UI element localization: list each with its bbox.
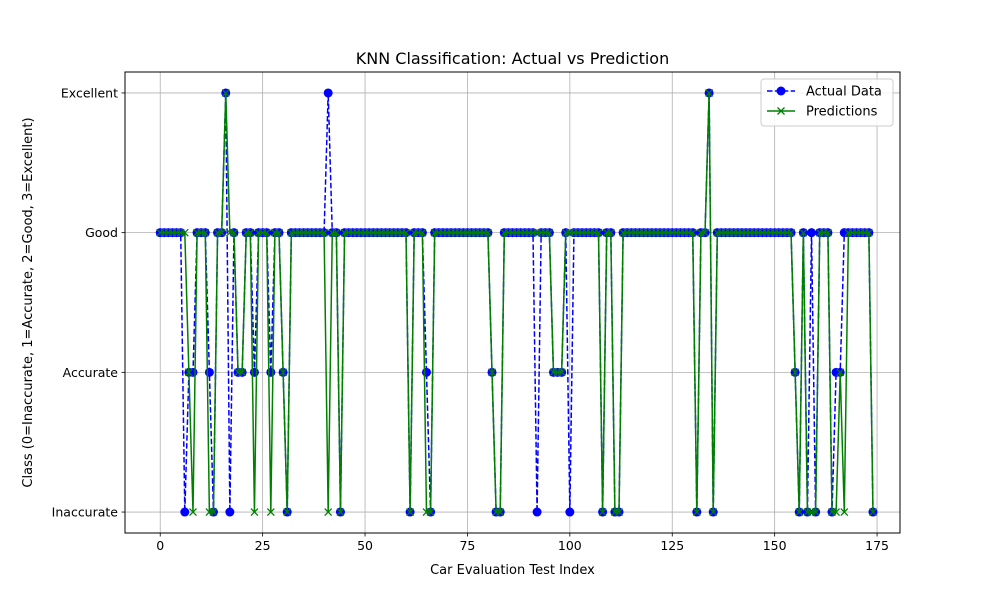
actual-data-point — [180, 507, 190, 517]
y-tick-label: Excellent — [61, 85, 118, 100]
prediction-point — [209, 508, 218, 517]
x-tick-label: 175 — [865, 538, 889, 553]
actual-data-point — [565, 507, 575, 517]
prediction-point — [189, 508, 197, 517]
actual-data-point — [204, 367, 214, 377]
axes-frame — [124, 71, 901, 534]
actual-data-point — [421, 367, 431, 377]
prediction-point — [869, 508, 877, 517]
actual-data-point — [225, 507, 235, 517]
prediction-point — [811, 508, 820, 517]
prediction-point — [283, 508, 292, 517]
prediction-point — [246, 228, 255, 237]
series-predictions — [156, 88, 877, 517]
y-axis-label: Class (0=Inaccurate, 1=Accurate, 2=Good,… — [21, 117, 36, 487]
y-tick-label: Accurate — [63, 365, 119, 380]
legend-actual-label: Actual Data — [806, 85, 882, 100]
prediction-point — [336, 508, 345, 517]
prediction-point — [217, 228, 226, 237]
prediction-point — [324, 508, 333, 517]
prediction-point — [799, 228, 808, 237]
x-tick-label: 150 — [763, 538, 787, 553]
x-tick-label: 0 — [156, 538, 164, 553]
prediction-point — [262, 228, 271, 237]
series-layer — [155, 88, 878, 517]
y-tick-label: Inaccurate — [52, 505, 119, 520]
prediction-point — [709, 508, 718, 517]
prediction-point — [229, 228, 238, 237]
x-tick-label: 50 — [357, 538, 373, 553]
prediction-point — [184, 368, 193, 377]
x-tick-label: 25 — [255, 538, 271, 553]
prediction-point — [594, 228, 603, 237]
prediction-point — [864, 228, 873, 237]
prediction-point — [545, 228, 554, 237]
actual-data-point — [532, 507, 542, 517]
y-tick-label: Good — [85, 225, 118, 240]
prediction-point — [250, 508, 259, 517]
x-tick-label: 75 — [459, 538, 475, 553]
chart-title: KNN Classification: Actual vs Prediction — [356, 49, 669, 68]
prediction-point — [836, 368, 845, 377]
actual-data-point — [249, 367, 259, 377]
prediction-point — [201, 228, 210, 237]
prediction-point — [701, 228, 709, 237]
prediction-point — [557, 368, 566, 377]
actual-data-point — [323, 88, 333, 98]
prediction-point — [221, 88, 230, 97]
prediction-point — [787, 228, 796, 237]
x-tick-label: 100 — [558, 538, 582, 553]
prediction-point — [279, 368, 288, 377]
prediction-point — [615, 508, 623, 517]
prediction-point — [402, 228, 410, 237]
prediction-point — [483, 228, 492, 237]
prediction-point — [791, 368, 800, 377]
prediction-point — [275, 228, 283, 237]
prediction-point — [496, 508, 505, 517]
legend-predictions-marker — [777, 107, 785, 115]
legend: Actual Data Predictions — [760, 78, 894, 127]
prediction-point — [705, 88, 714, 97]
prediction-point — [418, 228, 427, 237]
prediction-point — [692, 508, 701, 517]
x-axis-label: Car Evaluation Test Index — [430, 563, 595, 578]
prediction-point — [426, 508, 435, 517]
prediction-point — [832, 508, 841, 517]
prediction-point — [795, 508, 804, 517]
prediction-point — [266, 508, 275, 517]
prediction-point — [606, 228, 615, 237]
actual-data-point — [266, 367, 276, 377]
actual-data-point — [807, 228, 817, 238]
prediction-point — [332, 228, 341, 237]
actual-data-point — [188, 367, 198, 377]
axes-layer: 0 25 50 75 100 125 150 175 Inaccurate Accurate Goo… — [52, 85, 889, 553]
x-tick-label: 125 — [660, 538, 684, 553]
prediction-point — [320, 228, 329, 237]
prediction-point — [688, 228, 697, 237]
prediction-point — [406, 508, 415, 517]
legend-actual-marker — [776, 86, 786, 96]
prediction-point — [488, 368, 496, 377]
prediction-point — [823, 228, 832, 237]
legend-predictions-label: Predictions — [806, 105, 878, 120]
prediction-point — [598, 508, 607, 517]
prediction-point — [238, 368, 247, 377]
prediction-point — [840, 508, 849, 517]
prediction-point — [180, 228, 189, 237]
